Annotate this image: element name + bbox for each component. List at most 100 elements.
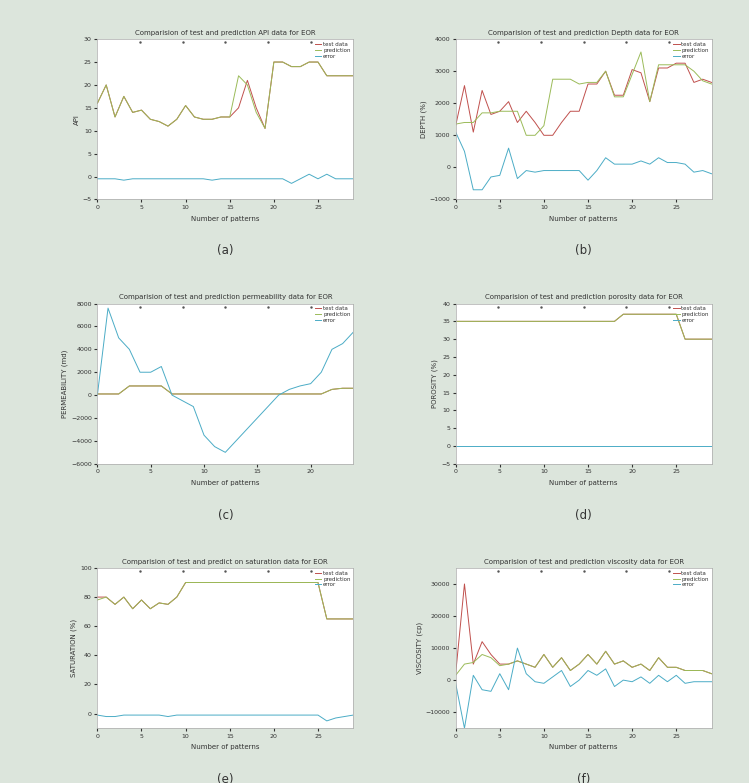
test data	[93, 593, 102, 602]
error	[601, 442, 610, 451]
error	[557, 666, 566, 675]
test data	[349, 71, 358, 81]
X-axis label: Number of patterns: Number of patterns	[191, 745, 260, 750]
error	[460, 442, 469, 451]
test data	[619, 656, 628, 666]
prediction	[574, 79, 583, 88]
prediction	[178, 389, 187, 399]
test data	[486, 650, 495, 659]
error	[663, 442, 672, 451]
error	[314, 174, 323, 183]
Line: prediction: prediction	[97, 386, 354, 394]
prediction	[154, 117, 163, 126]
test data	[486, 110, 495, 119]
prediction	[592, 316, 601, 326]
test data	[274, 389, 283, 399]
prediction	[172, 593, 181, 602]
prediction	[663, 309, 672, 319]
prediction	[198, 114, 207, 124]
test data	[548, 662, 557, 672]
prediction	[548, 316, 557, 326]
test data	[646, 666, 655, 675]
error	[530, 677, 539, 687]
test data	[601, 647, 610, 656]
error	[103, 304, 112, 313]
prediction	[698, 666, 707, 675]
X-axis label: Number of patterns: Number of patterns	[191, 215, 260, 222]
error	[146, 710, 155, 720]
test data	[93, 389, 102, 399]
test data	[210, 389, 219, 399]
test data	[628, 65, 637, 74]
prediction	[172, 114, 181, 124]
test data	[637, 309, 646, 319]
error	[93, 174, 102, 183]
prediction	[663, 60, 672, 70]
error	[486, 442, 495, 451]
prediction	[672, 309, 681, 319]
prediction	[478, 316, 487, 326]
prediction	[287, 578, 296, 587]
prediction	[234, 71, 243, 81]
test data	[592, 316, 601, 326]
error	[349, 327, 358, 337]
error	[681, 160, 690, 169]
error	[654, 153, 663, 162]
test data	[583, 650, 592, 659]
error	[504, 685, 513, 695]
test data	[216, 578, 225, 587]
error	[278, 174, 287, 183]
error	[592, 166, 601, 175]
test data	[270, 578, 279, 587]
error	[707, 442, 716, 451]
prediction	[322, 71, 331, 81]
error	[340, 174, 349, 183]
prediction	[331, 71, 340, 81]
error	[225, 174, 234, 183]
test data	[199, 389, 208, 399]
test data	[698, 666, 707, 675]
test data	[469, 316, 478, 326]
test data	[234, 578, 243, 587]
error	[128, 710, 137, 720]
error	[119, 175, 128, 185]
error	[189, 402, 198, 411]
error	[136, 367, 145, 377]
error	[522, 669, 531, 678]
error	[93, 391, 102, 400]
prediction	[504, 106, 513, 116]
prediction	[698, 334, 707, 344]
test data	[225, 578, 234, 587]
prediction	[548, 662, 557, 672]
test data	[610, 316, 619, 326]
error	[331, 713, 340, 723]
error	[102, 712, 111, 721]
test data	[296, 578, 305, 587]
prediction	[548, 74, 557, 84]
prediction	[486, 316, 495, 326]
test data	[340, 71, 349, 81]
error	[451, 442, 460, 451]
error	[513, 174, 522, 183]
prediction	[264, 389, 273, 399]
test data	[548, 316, 557, 326]
Title: Comparision of test and prediction porosity data for EOR: Comparision of test and prediction poros…	[485, 294, 682, 301]
error	[637, 442, 646, 451]
prediction	[146, 381, 155, 391]
error	[698, 677, 707, 687]
prediction	[646, 666, 655, 675]
test data	[451, 316, 460, 326]
prediction	[340, 614, 349, 623]
prediction	[322, 614, 331, 623]
test data	[102, 593, 111, 602]
test data	[242, 389, 251, 399]
prediction	[628, 309, 637, 319]
prediction	[198, 578, 207, 587]
prediction	[157, 381, 166, 391]
test data	[261, 578, 270, 587]
test data	[278, 57, 287, 67]
test data	[119, 92, 128, 101]
test data	[146, 381, 155, 391]
prediction	[349, 614, 358, 623]
error	[216, 174, 225, 183]
